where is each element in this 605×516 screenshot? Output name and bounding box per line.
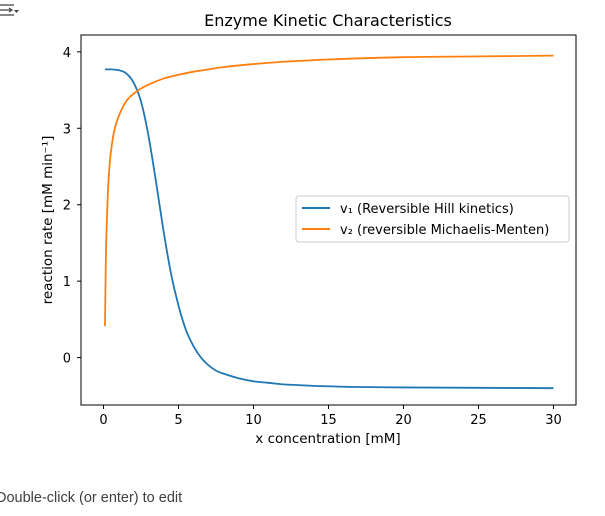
chart: Enzyme Kinetic Characteristics 0 5 10 15 20 2… bbox=[40, 11, 577, 447]
y-axis-ticks: 0 1 2 3 4 bbox=[63, 46, 81, 367]
legend-label-v2: v₂ (reversible Michaelis-Menten) bbox=[340, 223, 549, 238]
y-tick-label: 2 bbox=[63, 199, 71, 214]
series-line-v2 bbox=[104, 54, 554, 327]
legend-label-v1: v₁ (Reversible Hill kinetics) bbox=[340, 202, 514, 217]
y-axis-label: reaction rate [mM min⁻¹] bbox=[40, 136, 56, 305]
series-layer bbox=[104, 54, 554, 390]
x-axis-ticks: 0 5 10 15 20 25 30 bbox=[99, 405, 562, 428]
form-toggle-icon[interactable] bbox=[0, 2, 20, 20]
x-tick-label: 30 bbox=[545, 413, 562, 428]
x-tick-label: 0 bbox=[99, 413, 107, 428]
y-tick-label: 1 bbox=[63, 275, 71, 290]
x-tick-label: 25 bbox=[470, 413, 487, 428]
x-tick-label: 10 bbox=[245, 413, 262, 428]
x-tick-label: 5 bbox=[174, 413, 182, 428]
legend: v₁ (Reversible Hill kinetics) v₂ (revers… bbox=[295, 195, 570, 243]
chart-title: Enzyme Kinetic Characteristics bbox=[204, 11, 452, 30]
y-tick-label: 4 bbox=[63, 46, 71, 61]
y-tick-label: 0 bbox=[63, 352, 71, 367]
x-tick-label: 15 bbox=[320, 413, 337, 428]
x-tick-label: 20 bbox=[395, 413, 412, 428]
y-tick-label: 3 bbox=[63, 122, 71, 137]
x-axis-label: x concentration [mM] bbox=[255, 431, 400, 447]
edit-hint[interactable]: Double-click (or enter) to edit bbox=[0, 490, 183, 506]
legend-box bbox=[295, 195, 570, 243]
